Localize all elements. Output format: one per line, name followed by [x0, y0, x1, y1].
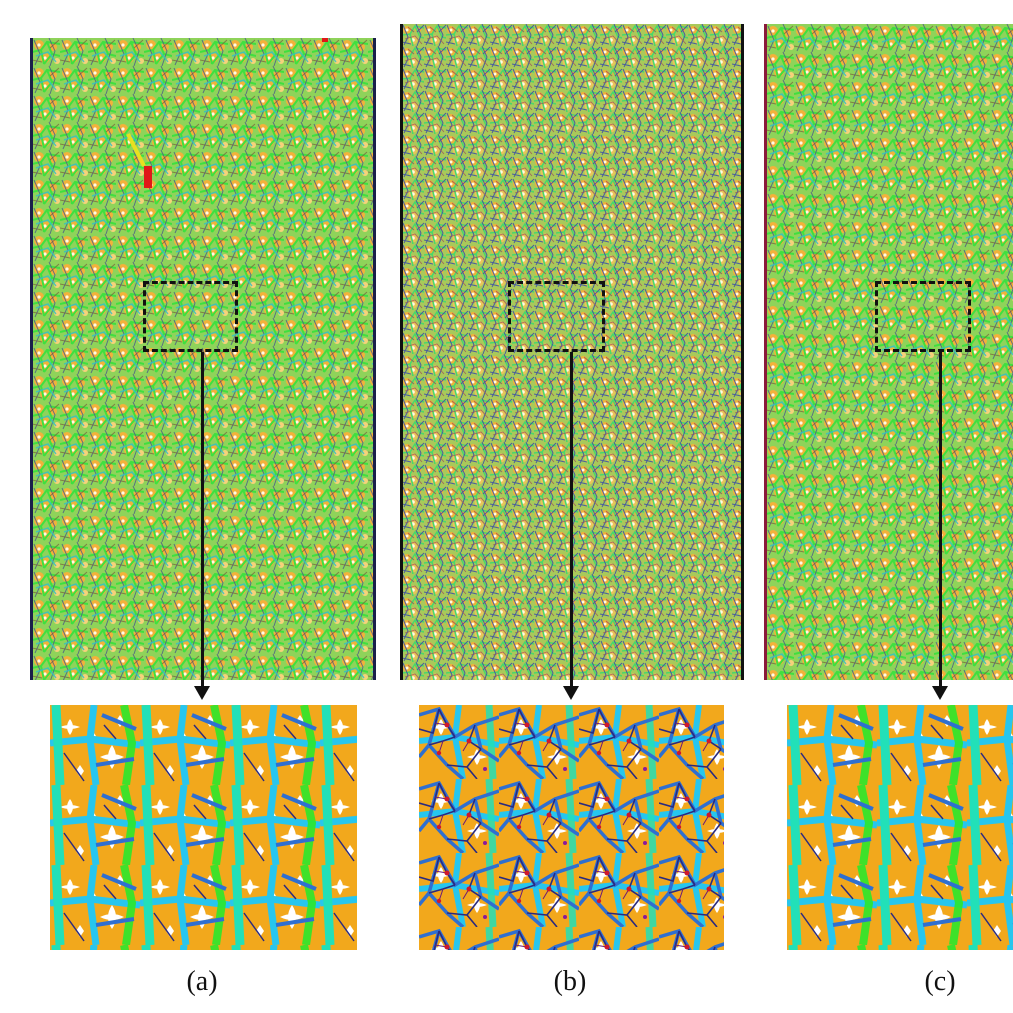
zoom-region-a: [143, 281, 238, 352]
arrow-a: [201, 352, 204, 686]
inset-network-c: [787, 705, 1013, 950]
inset-a: [50, 705, 357, 950]
peak-force-marker: [144, 166, 152, 188]
specimen-b-left-edge: [400, 24, 403, 680]
specimen-a-left-edge: [30, 38, 33, 680]
arrow-head-a: [194, 686, 210, 700]
force-network-c: [766, 24, 1013, 680]
caption-b: (b): [553, 966, 587, 997]
arrow-head-c: [932, 686, 948, 700]
zoom-region-c: [875, 281, 971, 352]
caption-c: (c): [924, 966, 956, 997]
specimen-c: [766, 24, 1013, 680]
specimen-b-right-edge: [741, 24, 744, 680]
zoom-region-b: [508, 281, 605, 352]
arrow-c: [939, 352, 942, 686]
inset-c: [787, 705, 1013, 950]
inset-b: [419, 705, 724, 950]
specimen-c-left-edge: [764, 24, 767, 680]
specimen-a-right-edge: [373, 38, 376, 680]
inset-network-b: [419, 705, 724, 950]
arrow-b: [570, 352, 573, 686]
inset-network-a: [50, 705, 357, 950]
arrow-head-b: [563, 686, 579, 700]
caption-a: (a): [186, 966, 218, 997]
